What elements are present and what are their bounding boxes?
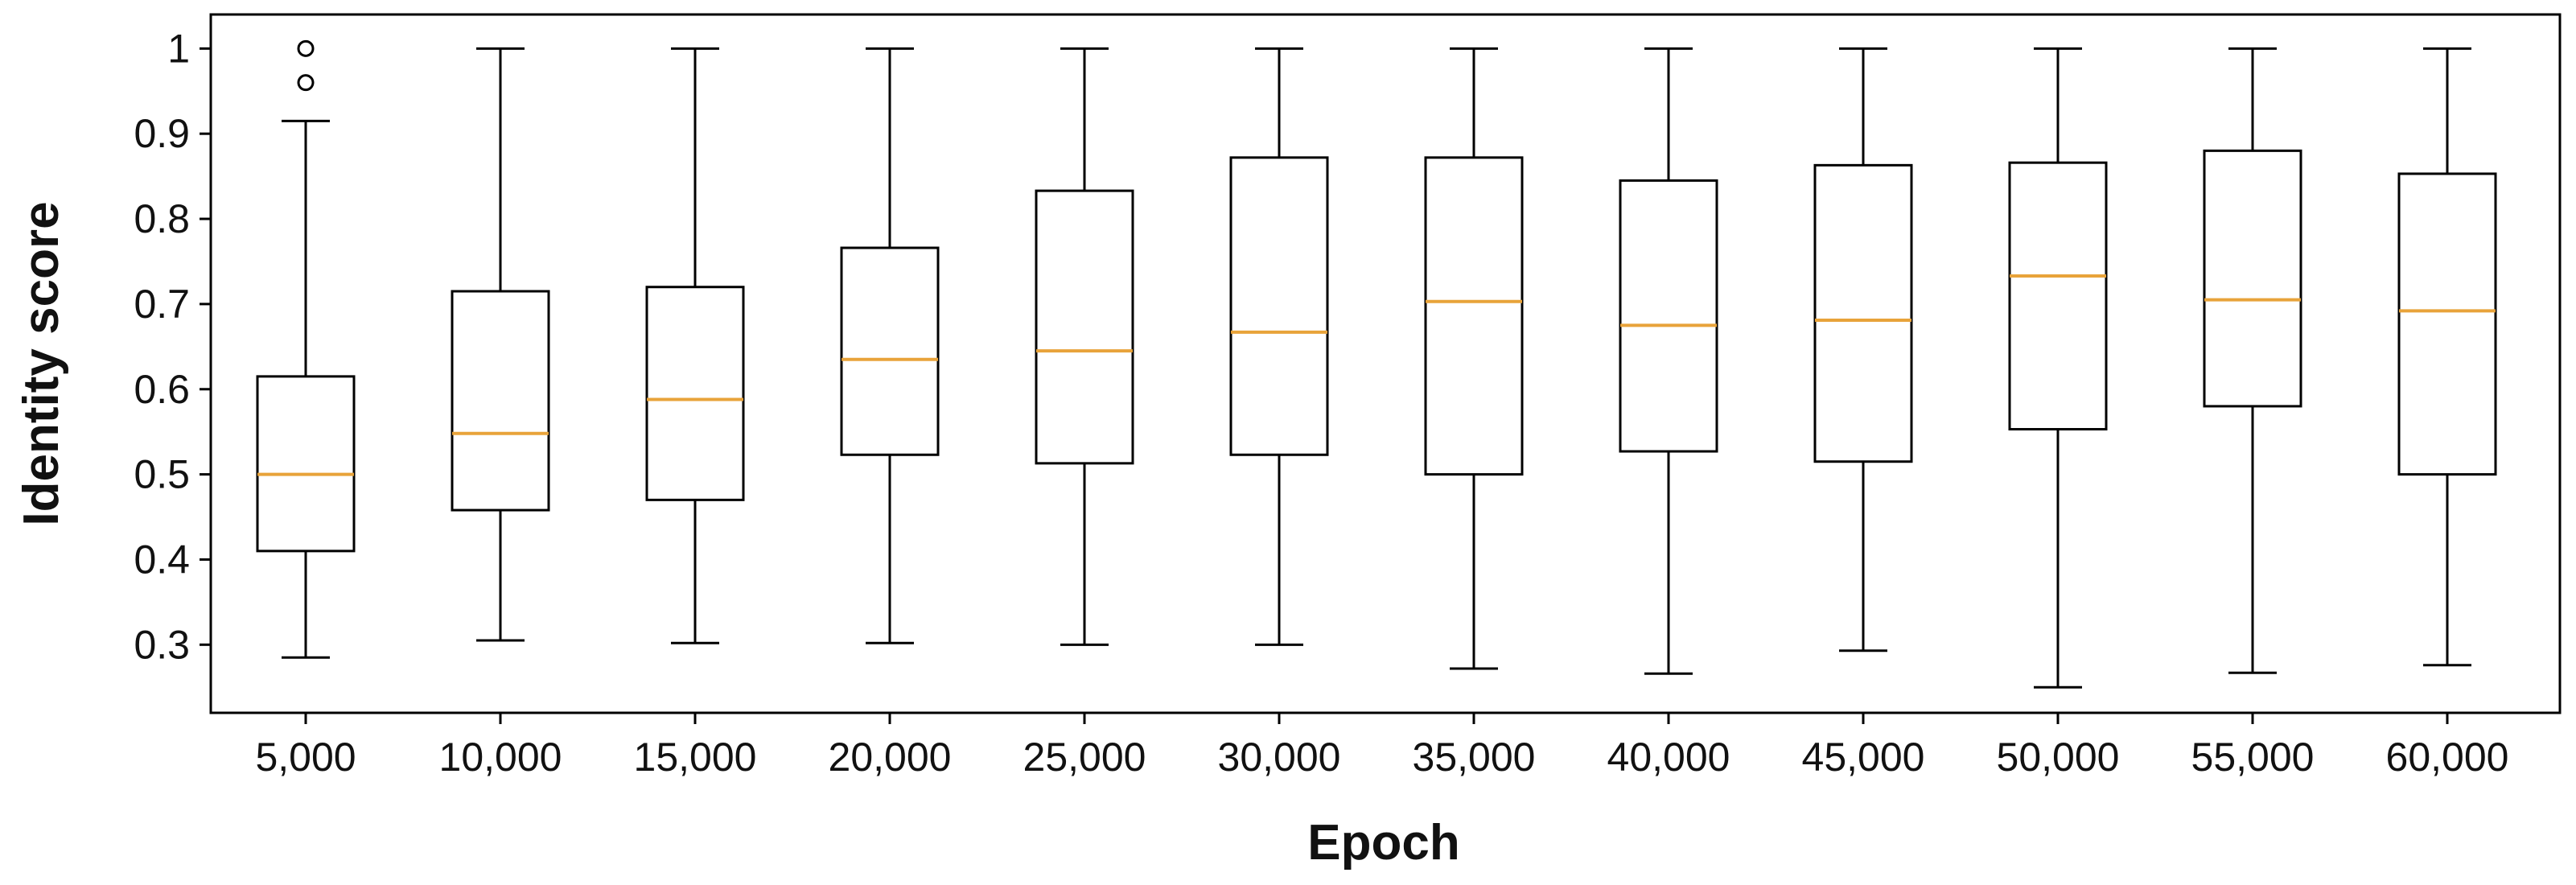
box-group-11 <box>2203 47 2302 674</box>
box-iqr <box>1619 179 1718 453</box>
x-tick-label: 55,000 <box>2191 735 2315 780</box>
box-iqr <box>840 246 940 456</box>
y-tick-label: 0.5 <box>134 452 190 497</box>
box-group-8 <box>1619 47 1718 675</box>
box-iqr <box>1035 189 1134 465</box>
box-iqr <box>2008 161 2108 431</box>
plot-frame <box>209 13 2562 714</box>
y-tick-label: 0.7 <box>134 282 190 327</box>
x-tick-label: 20,000 <box>829 735 952 780</box>
box-group-9 <box>1813 47 1913 652</box>
x-tick-label: 60,000 <box>2386 735 2509 780</box>
y-tick-label: 0.3 <box>134 622 190 667</box>
y-tick-label: 1 <box>167 26 190 71</box>
y-axis-title: Identity score <box>14 201 69 525</box>
box-iqr <box>2203 149 2302 408</box>
x-tick-label: 40,000 <box>1607 735 1730 780</box>
y-tick-label: 0.9 <box>134 111 190 156</box>
box-iqr <box>1424 156 1524 476</box>
x-axis-title: Epoch <box>1307 815 1459 871</box>
box-group-2 <box>451 47 550 642</box>
box-iqr <box>2397 172 2497 476</box>
box-iqr <box>451 290 550 512</box>
y-tick-label: 0.8 <box>134 196 190 241</box>
x-tick-label: 15,000 <box>634 735 757 780</box>
box-iqr <box>1813 163 1913 463</box>
box-iqr <box>256 375 356 553</box>
box-iqr <box>645 286 745 501</box>
x-tick-label: 30,000 <box>1218 735 1341 780</box>
box-group-4 <box>840 47 940 644</box>
box-group-7 <box>1424 47 1524 670</box>
outlier-point <box>297 74 315 92</box>
x-axis-ticks: 5,000 10,000 15,000 20,000 25,000 30,000 35,00… <box>255 713 2508 780</box>
y-tick-label: 0.4 <box>134 537 190 582</box>
box-group-10 <box>2008 47 2108 689</box>
box-group-5 <box>1035 47 1134 646</box>
box-group-3 <box>645 47 745 644</box>
box-iqr <box>1229 156 1329 456</box>
x-tick-label: 50,000 <box>1997 735 2120 780</box>
box-group-12 <box>2397 47 2497 667</box>
boxes-layer <box>256 39 2497 689</box>
x-tick-label: 45,000 <box>1802 735 1925 780</box>
box-group-1 <box>256 39 356 659</box>
outlier-point <box>297 39 315 57</box>
x-tick-label: 25,000 <box>1023 735 1146 780</box>
box-group-6 <box>1229 47 1329 646</box>
y-tick-label: 0.6 <box>134 367 190 412</box>
x-tick-label: 35,000 <box>1413 735 1536 780</box>
x-tick-label: 10,000 <box>439 735 562 780</box>
x-tick-label: 5,000 <box>255 735 356 780</box>
y-axis-ticks: 0.3 0.4 0.5 0.6 0.7 0.8 0.9 1 <box>134 26 211 667</box>
